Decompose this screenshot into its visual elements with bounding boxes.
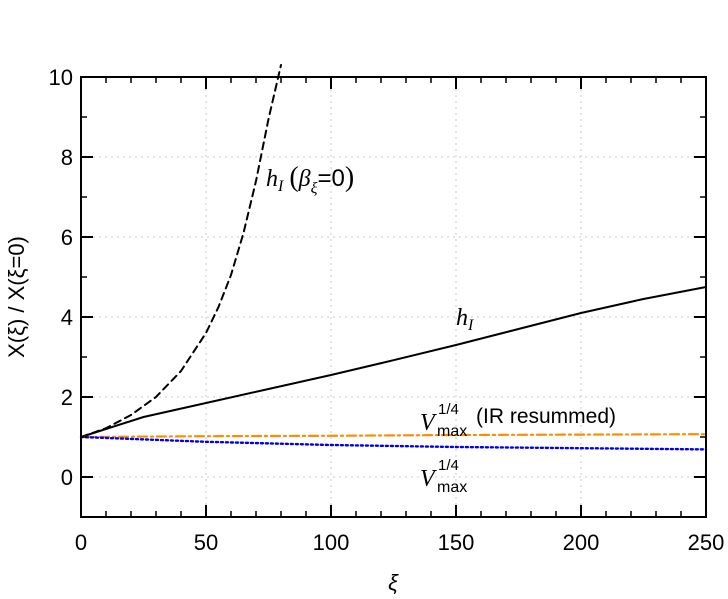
annotation-solid-h: h <box>456 305 468 331</box>
annotation-orange-sup: 1/4 <box>438 401 459 418</box>
annotation-dashed-beta: β <box>298 166 311 192</box>
series-line-3 <box>79 435 708 451</box>
y-tick-label: 2 <box>61 385 73 410</box>
annotation-blue-sub: max <box>437 479 467 496</box>
ticks <box>80 76 707 518</box>
x-tick-labels: 0 50 100 150 200 250 <box>75 530 724 555</box>
annotation-dashed-beta-sub: ξ <box>311 180 318 197</box>
x-tick-label: 200 <box>563 530 600 555</box>
plot-frame <box>80 76 707 518</box>
y-tick-label: 0 <box>61 465 73 490</box>
annotation-solid-label: hI <box>456 305 474 334</box>
series-line-0 <box>80 64 282 438</box>
series-line-1 <box>80 286 707 438</box>
annotation-blue-sup: 1/4 <box>438 457 459 474</box>
annotation-dashed-close: ) <box>345 162 354 193</box>
y-tick-label: 8 <box>61 145 73 170</box>
annotation-solid-h-sub: I <box>467 317 474 334</box>
x-tick-label: 250 <box>688 530 725 555</box>
y-axis-title: X(ξ) / X(ξ=0) <box>4 236 29 358</box>
annotation-dashed-eq: =0 <box>317 165 344 192</box>
grid <box>81 77 706 517</box>
annotation-dashed-h-sub: I <box>277 178 284 195</box>
y-tick-label: 10 <box>49 65 73 90</box>
x-tick-label: 150 <box>438 530 475 555</box>
annotation-dashed-label: hI (βξ=0) <box>266 162 354 197</box>
series-layer <box>79 64 708 451</box>
annotation-orange-label: V 1/4 max (IR resummed) <box>420 401 616 440</box>
x-tick-label: 50 <box>194 530 218 555</box>
annotation-blue-v: V <box>420 466 437 492</box>
y-tick-label: 6 <box>61 225 73 250</box>
annotation-orange-v: V <box>420 410 437 436</box>
annotation-blue-label: V 1/4 max <box>420 457 467 496</box>
annotation-orange-sub: max <box>437 423 467 440</box>
annotation-orange-text: (IR resummed) <box>476 405 616 428</box>
x-tick-label: 0 <box>75 530 87 555</box>
annotation-dashed-open: ( <box>289 162 298 193</box>
annotation-dashed-h: h <box>266 166 278 192</box>
y-tick-label: 4 <box>61 305 73 330</box>
y-tick-labels: 0 2 4 6 8 10 <box>49 65 73 490</box>
series-line-2 <box>79 433 708 439</box>
x-axis-title: ξ <box>388 570 399 595</box>
x-tick-label: 100 <box>313 530 350 555</box>
